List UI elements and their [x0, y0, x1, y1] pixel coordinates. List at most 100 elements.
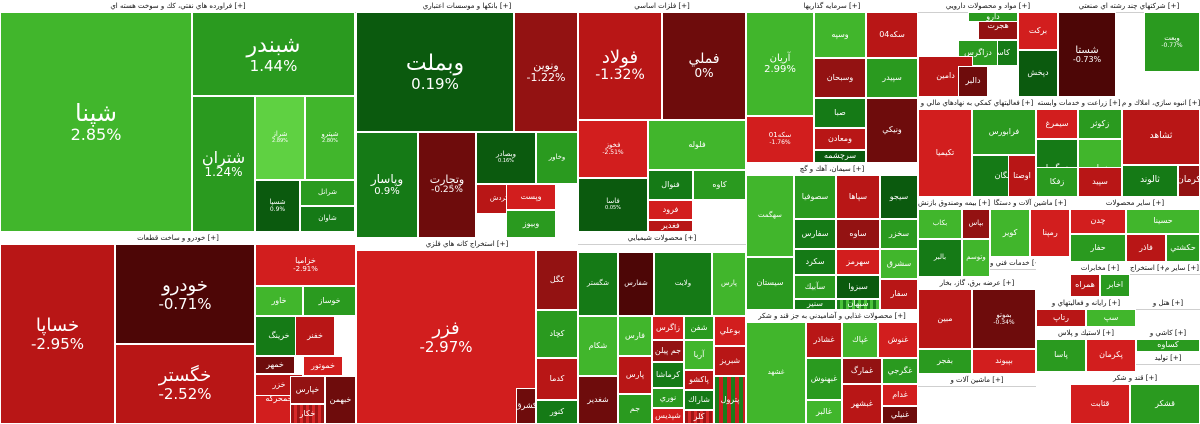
stock-tile[interactable]: فارس	[618, 316, 652, 356]
stock-tile[interactable]: غبشهر	[842, 384, 882, 424]
stock-tile[interactable]: دارو	[968, 12, 1018, 22]
stock-tile[interactable]: فاذر	[1126, 234, 1166, 262]
stock-tile[interactable]: بالبر	[918, 239, 962, 277]
stock-tile[interactable]: خفنر	[295, 316, 335, 356]
stock-tile[interactable]: كرماشا	[652, 362, 684, 388]
stock-tile[interactable]: چدن	[1070, 209, 1126, 234]
stock-tile[interactable]: غنوش	[878, 322, 918, 358]
sector-10[interactable]: محصولات غذايي و آشاميدني به جز قند و شكر…	[746, 310, 918, 424]
stock-tile[interactable]: وسپه	[814, 12, 866, 58]
stock-tile[interactable]: شستا -0.73%	[1058, 12, 1116, 97]
sector-1[interactable]: بانكها و موسسات اعتباري [+] وبملت 0.19% ونو…	[356, 0, 578, 238]
stock-tile[interactable]: فنوال	[648, 170, 693, 200]
stock-tile[interactable]: شبندر 1.44%	[192, 12, 355, 96]
stock-tile[interactable]: حفار	[1070, 234, 1126, 262]
stock-tile[interactable]: وبعت -0.77%	[1144, 12, 1200, 72]
sector-29[interactable]: توليد [+]	[1136, 352, 1200, 372]
stock-tile[interactable]: بفجر	[918, 349, 972, 374]
stock-tile[interactable]: وبيوز	[506, 210, 556, 238]
stock-tile[interactable]: خودرو -0.71%	[115, 244, 255, 344]
stock-tile[interactable]: شكام	[578, 316, 618, 376]
stock-tile[interactable]: خمهر	[255, 356, 295, 374]
stock-tile[interactable]: شتران 1.24%	[192, 96, 255, 232]
sector-28[interactable]: كاشي و [+] كساوه	[1136, 327, 1200, 352]
stock-tile[interactable]: غمارگ	[842, 358, 882, 384]
stock-tile[interactable]: شبريز	[714, 346, 746, 376]
stock-tile[interactable]: غدام	[882, 384, 918, 406]
stock-tile[interactable]: شپديس	[652, 408, 684, 424]
stock-tile[interactable]: شگستر	[578, 252, 618, 316]
stock-tile[interactable]: فرابورس	[972, 109, 1036, 155]
stock-tile[interactable]: غپاك	[842, 322, 878, 358]
sector-15[interactable]: ماشين آلات و دستگا [+] كوير رمپنا	[990, 197, 1070, 257]
stock-tile[interactable]: دالبر	[958, 66, 988, 97]
stock-tile[interactable]: شفارس	[618, 252, 654, 316]
stock-tile[interactable]: جم پيلن	[652, 340, 684, 362]
stock-tile[interactable]: وبصادر 0.16%	[476, 132, 536, 184]
stock-tile[interactable]: خاور	[255, 286, 303, 316]
stock-tile[interactable]: كرمان	[1178, 165, 1200, 197]
stock-tile[interactable]: پارس	[712, 252, 746, 316]
stock-tile[interactable]: خبهمن	[325, 376, 356, 424]
stock-tile[interactable]: سصوفيا	[794, 175, 836, 219]
stock-tile[interactable]: فملي 0%	[662, 12, 746, 120]
stock-tile[interactable]: وتوسم	[962, 239, 990, 277]
stock-tile[interactable]: سپيد	[1078, 167, 1122, 197]
stock-tile[interactable]: سفار	[880, 279, 918, 310]
stock-tile[interactable]: خزاميا -2.91%	[255, 244, 356, 286]
sector-7[interactable]: استخراج كانه هاي فلزي [+] فزر -2.97% كگل كچا…	[356, 238, 578, 424]
stock-tile[interactable]: صبا	[814, 98, 866, 128]
stock-tile[interactable]: كدما	[536, 358, 578, 400]
stock-tile[interactable]: شرانل	[300, 180, 355, 206]
stock-tile[interactable]: مبين	[918, 289, 972, 349]
stock-tile[interactable]: رمپنا	[1030, 209, 1070, 257]
sector-title[interactable]: استخراج [+]	[1130, 262, 1164, 275]
stock-tile[interactable]: كشرق	[516, 388, 536, 424]
stock-tile[interactable]: شفن	[684, 316, 714, 340]
stock-tile[interactable]: زاگرس	[652, 316, 684, 340]
sector-23[interactable]: لاستيك و پلاس [+] پاسا پكرمان	[1036, 327, 1136, 372]
stock-tile[interactable]: وپست	[506, 184, 556, 210]
stock-tile[interactable]: كوير	[990, 209, 1030, 257]
stock-tile[interactable]: ولايت	[654, 252, 712, 316]
stock-tile[interactable]: غالبر	[806, 400, 842, 424]
stock-tile[interactable]: خگستر -2.52%	[115, 344, 255, 424]
stock-tile[interactable]: سيمرغ	[1036, 109, 1078, 139]
sector-0[interactable]: فراورده هاي نفتي، كك و سوخت هسته اي [+] ش…	[0, 0, 356, 232]
stock-tile[interactable]: غشهد	[746, 322, 806, 424]
stock-tile[interactable]: فرود	[648, 200, 693, 220]
stock-tile[interactable]: خساپا -2.95%	[0, 244, 115, 424]
sector-title[interactable]: توليد [+]	[1136, 352, 1200, 365]
stock-tile[interactable]: كچاد	[536, 310, 578, 358]
stock-tile[interactable]: غنيلي	[882, 406, 918, 424]
stock-tile[interactable]: شپترو 2.80%	[305, 96, 355, 180]
stock-tile[interactable]: ثالوند	[1122, 165, 1178, 197]
stock-tile[interactable]: بموتو -0.34%	[972, 289, 1036, 349]
stock-tile[interactable]: فلوله	[648, 120, 746, 170]
stock-tile[interactable]: بپاس	[962, 209, 990, 239]
stock-tile[interactable]: شراز 2.89%	[255, 96, 305, 180]
stock-tile[interactable]: وخاور	[536, 132, 578, 184]
sector-18[interactable]: عرضه برق، گاز، بخار [+] بموتو -0.34% مبين بف…	[918, 277, 1036, 374]
sector-14[interactable]: بيمه وصندوق بازنش [+] بكاب بپاس بالبر وتوسم	[918, 197, 990, 277]
stock-tile[interactable]: شغدير	[578, 376, 618, 424]
stock-tile[interactable]: خوساز	[303, 286, 356, 316]
stock-tile[interactable]: سپاها	[836, 175, 880, 219]
stock-tile[interactable]: غگرجي	[882, 358, 918, 384]
stock-tile[interactable]: پاكشو	[684, 370, 714, 390]
stock-tile[interactable]: سبزوا	[836, 275, 880, 299]
stock-tile[interactable]: سيجو	[880, 175, 918, 219]
stock-tile[interactable]: جم	[618, 394, 652, 424]
sector-26[interactable]: قند و شكر [+] قثابت قشكر	[1070, 372, 1200, 424]
stock-tile[interactable]: سخزر	[880, 219, 918, 249]
stock-tile[interactable]: كنور	[536, 400, 578, 424]
sector-title[interactable]: خدمات فني و [+]	[990, 257, 1036, 270]
stock-tile[interactable]: خكار	[290, 404, 325, 424]
sector-5[interactable]: شركتهاي چند رشته اي صنعتي [+] شستا -0.73% و…	[1058, 0, 1200, 97]
stock-tile[interactable]: ساوه	[836, 219, 880, 249]
stock-tile[interactable]: سپيدر	[866, 58, 918, 98]
stock-tile[interactable]: پارس	[618, 356, 652, 394]
stock-tile[interactable]: كساوه	[1136, 339, 1200, 352]
stock-tile[interactable]: غشاذر	[806, 322, 842, 358]
stock-tile[interactable]: شاوان	[300, 206, 355, 232]
